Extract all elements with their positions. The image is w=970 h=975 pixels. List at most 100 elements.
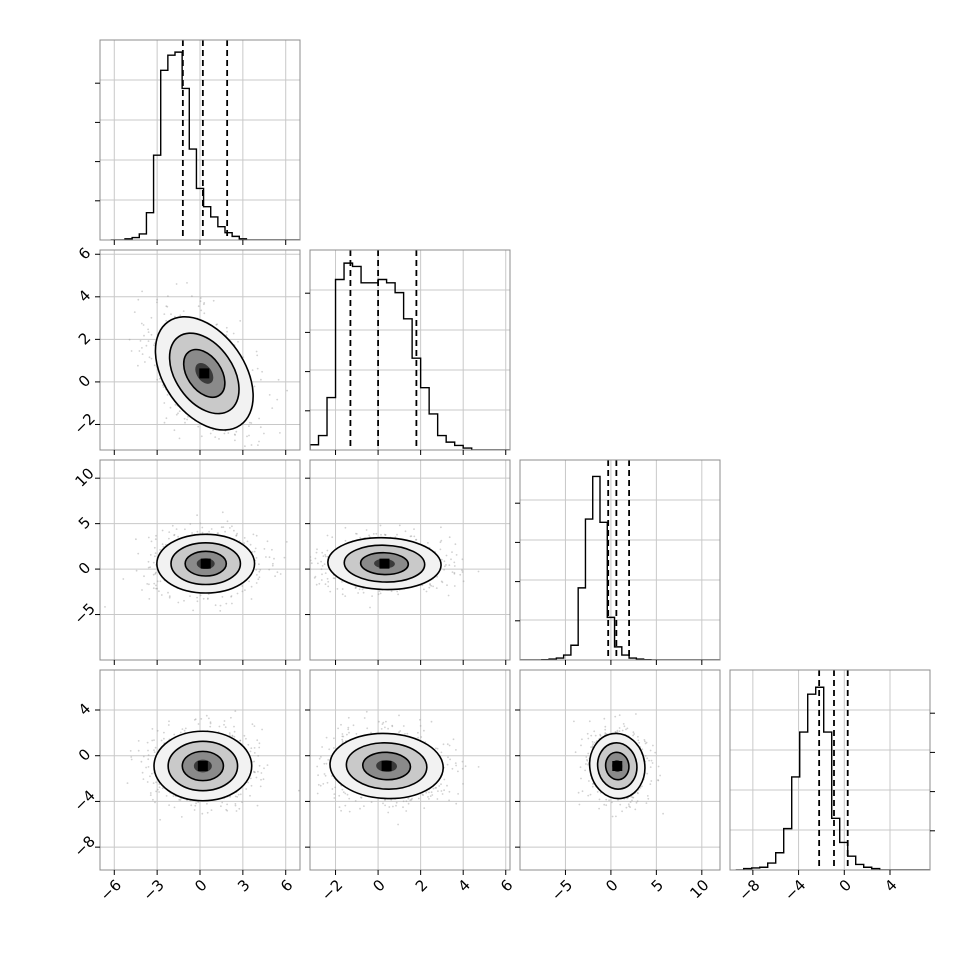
scatter-point [156,379,158,381]
scatter-point [305,560,307,562]
scatter-point [338,795,340,797]
scatter-point [147,329,149,331]
scatter-point [229,527,231,529]
scatter-point [162,530,164,532]
scatter-point [279,432,281,434]
scatter-point [258,441,260,443]
scatter-point [259,765,261,767]
scatter-point [181,816,183,818]
scatter-point [176,414,178,416]
scatter-point [229,732,231,734]
scatter-point [235,796,237,798]
scatter-point [191,532,193,534]
scatter-point [423,807,425,809]
scatter-point [435,787,437,789]
scatter-point [438,785,440,787]
scatter-point [231,603,233,605]
scatter-point [448,564,450,566]
scatter-point [261,729,263,731]
scatter-point [256,574,258,576]
scatter-point [156,302,158,304]
scatter-point [408,803,410,805]
scatter-point [255,569,257,571]
scatter-point [417,732,419,734]
scatter-point [317,774,319,776]
scatter-point [232,735,234,737]
scatter-point [221,526,223,528]
scatter-point [207,812,209,814]
scatter-point [155,535,157,537]
scatter-point [347,794,349,796]
scatter-point [268,569,270,571]
scatter-point [227,432,229,434]
scatter-point [258,418,260,420]
joint-content [98,511,287,611]
scatter-point [200,595,202,597]
scatter-point [244,537,246,539]
scatter-point [406,733,408,735]
scatter-point [265,556,267,558]
joint-panel-p0-p1 [95,250,300,462]
scatter-point [211,809,213,811]
scatter-point [428,792,430,794]
scatter-point [463,580,465,582]
scatter-point [413,536,415,538]
scatter-point [206,803,208,805]
scatter-point [197,531,199,533]
scatter-point [316,766,318,768]
scatter-point [141,347,143,349]
scatter-point [194,809,196,811]
scatter-point [449,536,451,538]
scatter-point [302,777,304,779]
scatter-point [161,594,163,596]
scatter-point [153,344,155,346]
scatter-point [459,574,461,576]
scatter-point [305,783,307,785]
scatter-point [462,783,464,785]
joint-content [127,710,300,821]
joint-content [301,711,480,826]
scatter-point [129,339,131,341]
scatter-point [233,726,235,728]
scatter-point [230,596,232,598]
scatter-point [139,350,141,352]
scatter-point [137,299,139,301]
scatter-point [380,593,382,595]
scatter-point [251,785,253,787]
scatter-point [159,549,161,551]
scatter-point [155,791,157,793]
scatter-point [141,761,143,763]
scatter-point [177,602,179,604]
scatter-point [455,762,457,764]
scatter-point [194,805,196,807]
scatter-point [148,561,150,563]
scatter-point [274,575,276,577]
scatter-point [455,749,457,751]
scatter-point [428,798,430,800]
scatter-point [209,726,211,728]
scatter-point [384,799,386,801]
scatter-point [184,528,186,530]
scatter-point [379,590,381,592]
scatter-point [346,734,348,736]
scatter-point [359,588,361,590]
scatter-point [242,591,244,593]
scatter-point [267,764,269,766]
scatter-point [356,533,358,535]
scatter-point [293,575,295,577]
scatter-point [326,763,328,765]
scatter-point [652,762,654,764]
scatter-point [418,798,420,800]
histogram-p2 [520,476,724,660]
panel-frame [520,460,720,660]
scatter-point [195,718,197,720]
scatter-point [462,761,464,763]
scatter-point [147,781,149,783]
scatter-point [192,610,194,612]
scatter-point [419,719,421,721]
scatter-point [449,759,451,761]
scatter-point [373,533,375,535]
scatter-point [257,755,259,757]
scatter-point [224,720,226,722]
scatter-point [436,587,438,589]
